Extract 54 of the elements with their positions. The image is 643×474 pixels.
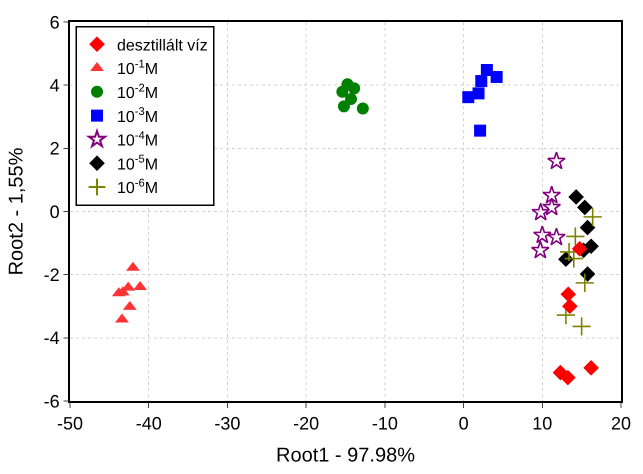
legend-label: 10$^{-3}$M: [117, 106, 158, 126]
point: [474, 124, 486, 137]
point: [530, 240, 550, 259]
y-tick-label: 2: [50, 138, 60, 159]
y-axis-title: Root2 - 1,55%: [6, 147, 28, 276]
point: [572, 240, 588, 257]
x-tick-label: -20: [293, 413, 320, 434]
point: [576, 200, 593, 216]
y-tick-label: 0: [50, 202, 60, 222]
point: [565, 226, 586, 246]
x-tick-label: 0: [458, 413, 469, 434]
x-tick-label: -10: [372, 413, 398, 434]
x-tick-label: 20: [610, 413, 632, 434]
point: [462, 91, 474, 104]
legend-label: 10$^{-4}$M: [117, 130, 158, 150]
point: [582, 206, 603, 227]
legend-label: desztillált víz: [117, 37, 208, 54]
point: [345, 93, 358, 106]
point: [532, 225, 552, 244]
point: [542, 197, 562, 216]
y-tick-label: -4: [44, 328, 60, 348]
point: [531, 202, 550, 221]
y-tick-label: -6: [44, 391, 60, 412]
point: [490, 70, 503, 83]
point: [560, 286, 576, 302]
point: [562, 298, 578, 314]
point: [348, 82, 360, 94]
point: [475, 75, 488, 88]
point: [572, 316, 592, 336]
x-tick-label: 10: [532, 413, 552, 434]
point: [336, 86, 348, 98]
legend-label: 10$^{-6}$M: [117, 178, 158, 198]
point: [560, 370, 576, 386]
x-tick-label: -50: [56, 413, 84, 434]
point: [583, 360, 599, 376]
legend-label: 10$^{-1}$M: [117, 58, 158, 78]
y-tick-label: 4: [50, 75, 60, 96]
point: [580, 266, 596, 282]
x-tick-label: -30: [214, 413, 240, 434]
point: [542, 185, 562, 204]
legend-label: 10$^{-5}$M: [117, 154, 158, 174]
point: [574, 272, 595, 293]
point: [338, 100, 350, 112]
x-axis-title: Root1 - 97.98%: [276, 444, 416, 466]
point: [547, 228, 566, 246]
y-tick-label: -2: [44, 264, 60, 285]
point: [564, 248, 584, 268]
point: [356, 102, 369, 115]
legend-label: 10$^{-2}$M: [117, 82, 158, 102]
x-tick-label: -40: [136, 413, 162, 434]
point: [547, 151, 566, 170]
point: [568, 189, 584, 205]
y-tick-label: 6: [50, 12, 60, 32]
point: [580, 220, 596, 236]
